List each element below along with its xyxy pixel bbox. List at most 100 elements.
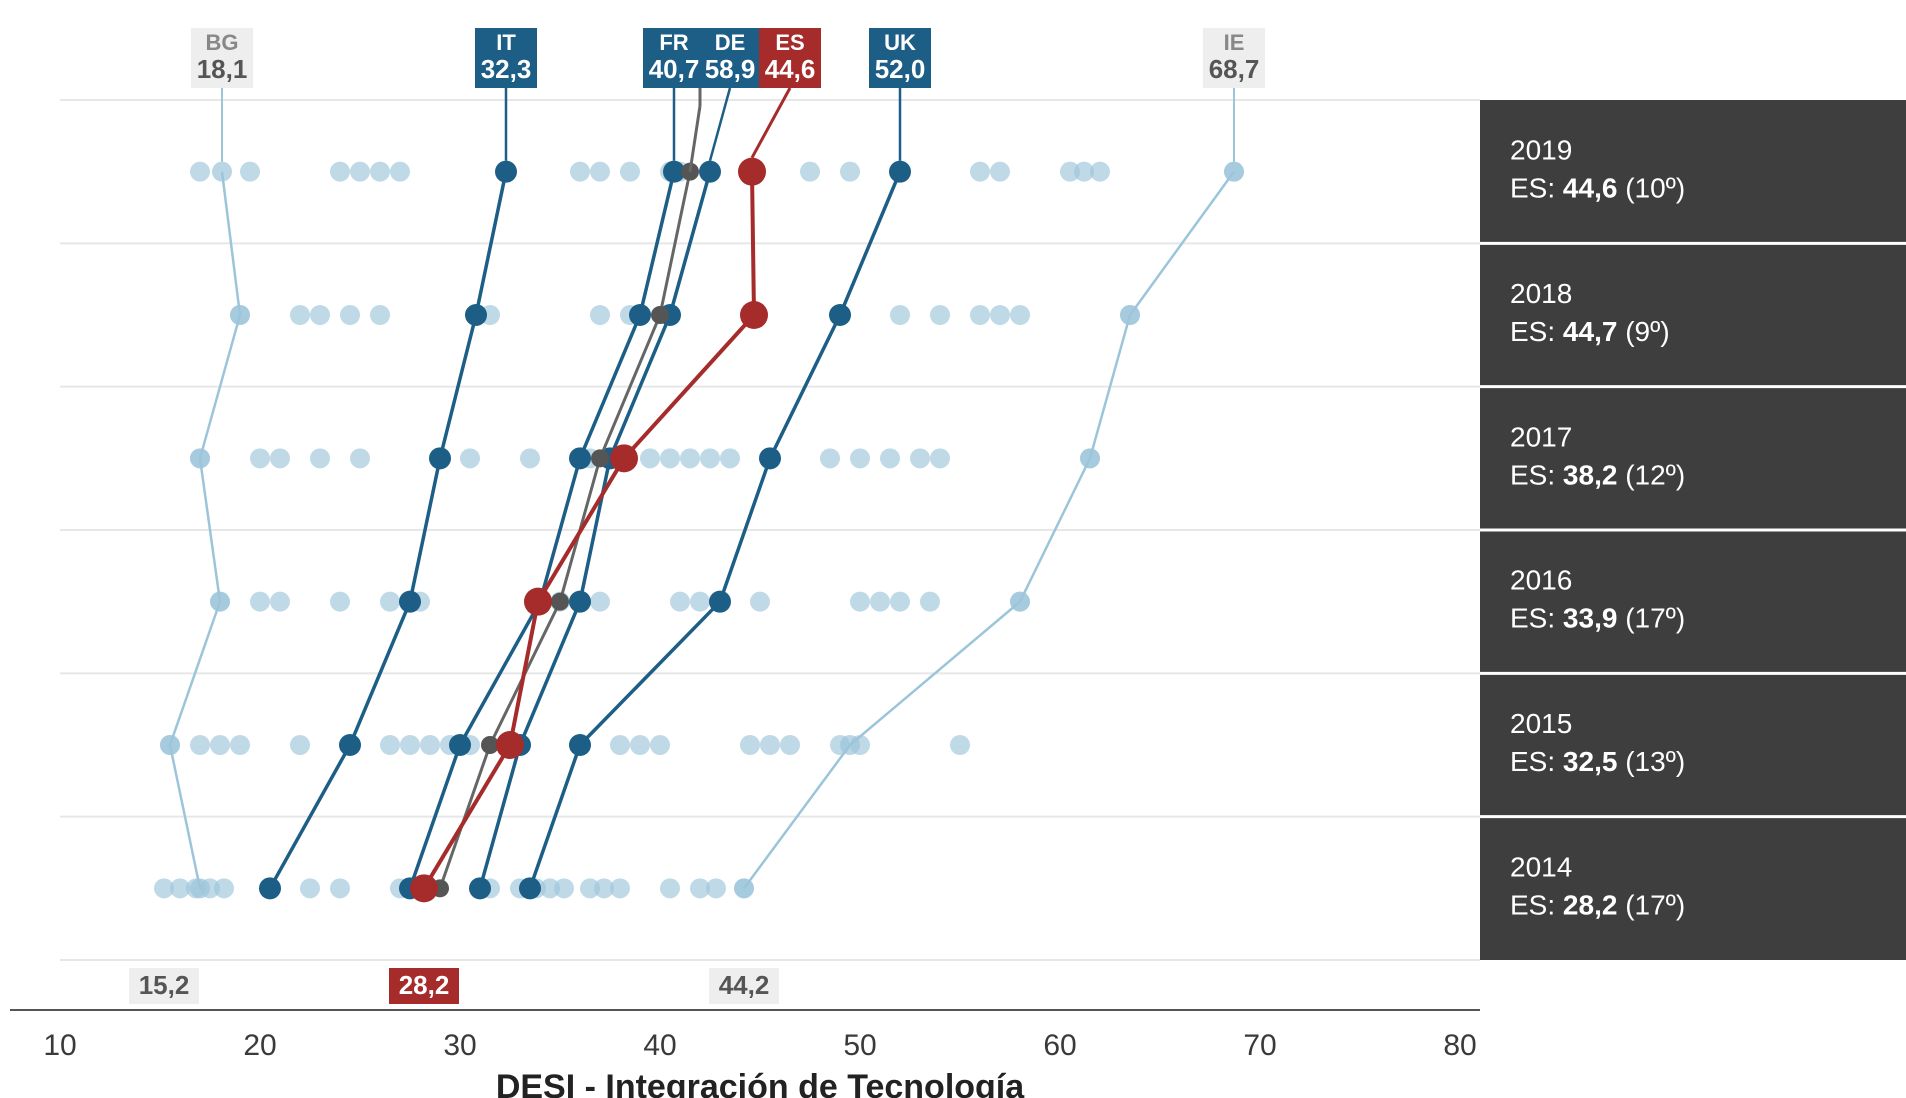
bg-point [290, 305, 310, 325]
side-panel-row [1480, 530, 1906, 673]
top-label-code-UK: UK [884, 30, 916, 55]
bg-point [330, 592, 350, 612]
bg-point [740, 735, 760, 755]
bg-point [660, 448, 680, 468]
bg-point [190, 162, 210, 182]
bg-point [420, 735, 440, 755]
side-es-value: ES: 44,6 (10º) [1510, 173, 1685, 204]
series-marker-ES [738, 158, 766, 186]
bg-point [1010, 305, 1030, 325]
series-marker-BG [190, 878, 210, 898]
series-marker-ES [610, 444, 638, 472]
series-marker-IT [429, 447, 451, 469]
bg-point [950, 735, 970, 755]
bg-point [590, 162, 610, 182]
bg-point [460, 448, 480, 468]
bottom-badge-text: 15,2 [139, 970, 190, 1000]
chart-svg: 1020304050607080DESI - Integración de Te… [0, 0, 1906, 1098]
bg-point [630, 735, 650, 755]
x-tick-label: 10 [43, 1029, 76, 1062]
top-label-value-IT: 32,3 [481, 54, 532, 84]
side-year: 2018 [1510, 278, 1572, 309]
top-label-code-BG: BG [206, 30, 239, 55]
x-tick-label: 70 [1243, 1029, 1276, 1062]
side-es-value: ES: 44,7 (9º) [1510, 316, 1670, 347]
bg-point [610, 878, 630, 898]
side-es-value: ES: 33,9 (17º) [1510, 603, 1685, 634]
side-es-value: ES: 28,2 (17º) [1510, 889, 1685, 920]
side-panel-row [1480, 100, 1906, 243]
x-axis-title: DESI - Integración de Tecnología [496, 1068, 1025, 1098]
bg-point [620, 162, 640, 182]
bg-point [890, 305, 910, 325]
bg-point [670, 592, 690, 612]
bg-point [310, 305, 330, 325]
bg-point [270, 448, 290, 468]
x-tick-label: 80 [1443, 1029, 1476, 1062]
bg-point [680, 448, 700, 468]
bg-point [930, 448, 950, 468]
bg-point [920, 592, 940, 612]
bg-point [970, 305, 990, 325]
bg-point [660, 878, 680, 898]
series-marker-BG [210, 592, 230, 612]
bg-point [590, 592, 610, 612]
series-marker-DE [469, 877, 491, 899]
side-panel-row [1480, 387, 1906, 530]
top-label-value-BG: 18,1 [197, 54, 248, 84]
series-marker-ES [740, 301, 768, 329]
bg-point [300, 878, 320, 898]
series-marker-BG [212, 162, 232, 182]
bg-point [250, 448, 270, 468]
series-marker-IT [259, 877, 281, 899]
x-tick-label: 60 [1043, 1029, 1076, 1062]
bg-point [190, 735, 210, 755]
bg-point [1090, 162, 1110, 182]
bg-point [700, 448, 720, 468]
side-panel-row [1480, 243, 1906, 386]
series-marker-IT [399, 591, 421, 613]
bg-point [880, 448, 900, 468]
series-marker-UE28 [551, 593, 569, 611]
bg-point [850, 592, 870, 612]
chart-container: 1020304050607080DESI - Integración de Te… [0, 0, 1906, 1098]
bg-point [240, 162, 260, 182]
side-year: 2016 [1510, 565, 1572, 596]
series-marker-UK [709, 591, 731, 613]
bg-point [380, 592, 400, 612]
series-marker-IE [734, 878, 754, 898]
bg-point [230, 735, 250, 755]
bg-point [330, 162, 350, 182]
series-marker-UE28 [591, 449, 609, 467]
series-marker-ES [524, 588, 552, 616]
series-marker-UE28 [651, 306, 669, 324]
top-label-code-FR: FR [659, 30, 688, 55]
bg-point [520, 448, 540, 468]
bg-point [750, 592, 770, 612]
bg-point [210, 735, 230, 755]
bg-point [590, 305, 610, 325]
top-label-value-UK: 52,0 [875, 54, 926, 84]
series-marker-IT [495, 161, 517, 183]
bg-point [610, 735, 630, 755]
side-panel-row [1480, 673, 1906, 816]
top-label-code-ES: ES [775, 30, 804, 55]
series-marker-BG [190, 448, 210, 468]
bg-point [990, 162, 1010, 182]
series-marker-ES [410, 874, 438, 902]
series-marker-IT [465, 304, 487, 326]
top-label-value-FR: 40,7 [649, 54, 700, 84]
series-marker-FR [569, 447, 591, 469]
series-marker-UK [519, 877, 541, 899]
series-marker-FR [629, 304, 651, 326]
bg-point [370, 162, 390, 182]
x-tick-label: 50 [843, 1029, 876, 1062]
bg-point [330, 878, 350, 898]
series-marker-BG [160, 735, 180, 755]
bg-point [370, 305, 390, 325]
bg-point [706, 878, 726, 898]
series-marker-IE [1080, 448, 1100, 468]
bg-point [840, 162, 860, 182]
bg-point [350, 162, 370, 182]
bg-point [990, 305, 1010, 325]
